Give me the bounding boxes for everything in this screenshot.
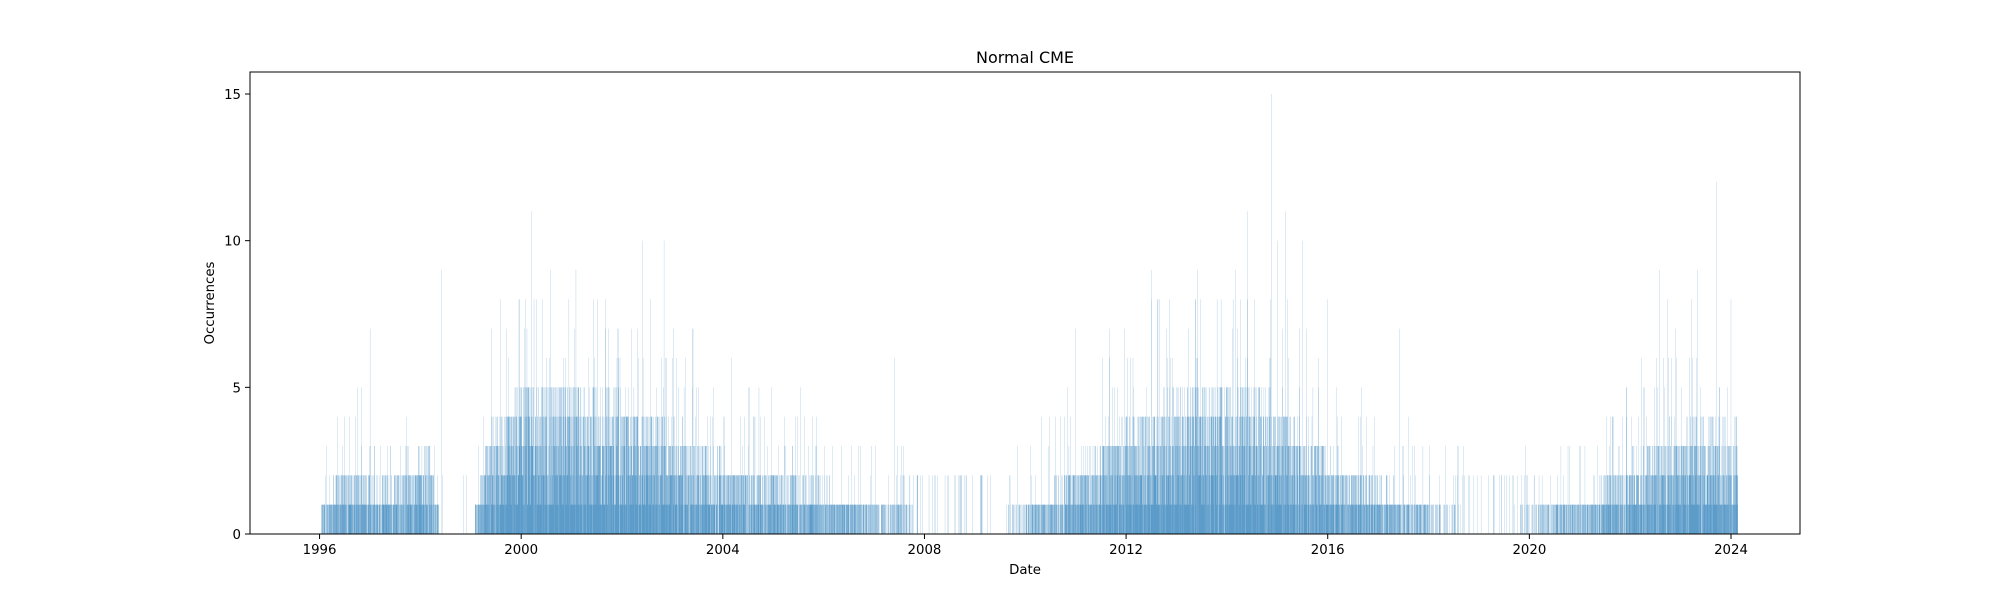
bars-layer (321, 94, 1738, 535)
